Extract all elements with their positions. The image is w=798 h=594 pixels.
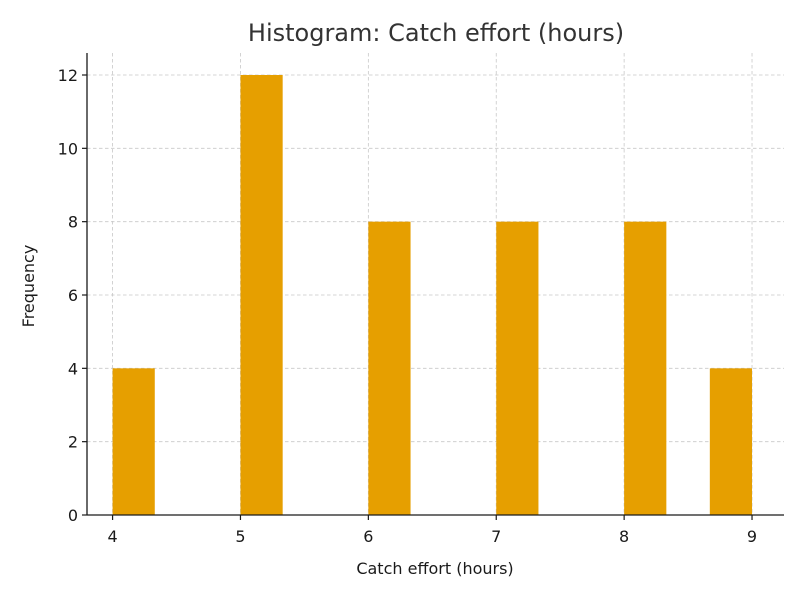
y-tick-label: 10	[58, 139, 78, 158]
histogram-bar	[368, 221, 411, 515]
chart-title: Histogram: Catch effort (hours)	[248, 19, 624, 47]
x-tick-label: 7	[491, 527, 501, 546]
y-tick-label: 4	[68, 359, 78, 378]
x-tick-label: 5	[235, 527, 245, 546]
x-tick-label: 6	[363, 527, 373, 546]
histogram-bar	[240, 75, 283, 515]
x-tick-label: 9	[747, 527, 757, 546]
histogram-bar	[496, 221, 539, 515]
y-ticks: 0 2 4 6 8 10 12	[58, 66, 87, 525]
y-tick-label: 12	[58, 66, 78, 85]
x-tick-label: 8	[619, 527, 629, 546]
grid	[87, 53, 784, 515]
histogram-bar	[112, 368, 155, 515]
y-tick-label: 6	[68, 286, 78, 305]
x-axis-label: Catch effort (hours)	[356, 559, 513, 578]
y-axis-label: Frequency	[19, 245, 38, 328]
axes	[86, 53, 784, 516]
histogram-bar	[709, 368, 753, 515]
bars	[112, 75, 753, 515]
y-tick-label: 0	[68, 506, 78, 525]
y-tick-label: 8	[68, 213, 78, 232]
histogram-bar	[624, 221, 667, 515]
y-tick-label: 2	[68, 433, 78, 452]
x-tick-label: 4	[107, 527, 117, 546]
x-ticks: 4 5 6 7 8 9	[107, 515, 757, 546]
